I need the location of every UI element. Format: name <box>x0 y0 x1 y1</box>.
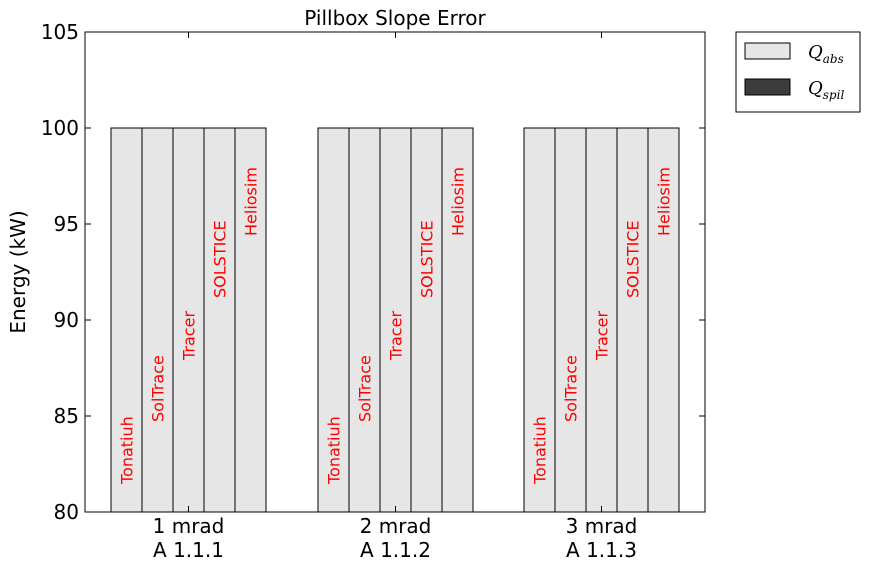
bar-q-abs <box>348 127 381 513</box>
bar-label: Tonatiuh <box>118 416 137 485</box>
legend-label-q-spil: Qspil <box>808 78 844 102</box>
y-tick-label: 85 <box>54 404 79 428</box>
x-tick-label-line2: A 1.1.1 <box>153 538 224 562</box>
bar-label: Tracer <box>180 311 199 361</box>
bar-label: Tonatiuh <box>531 416 550 485</box>
x-tick-label-line1: 1 mrad <box>153 514 225 538</box>
y-tick-label: 100 <box>41 116 79 140</box>
y-axis-label: Energy (kW) <box>6 210 30 333</box>
bar-label: Tonatiuh <box>325 416 344 485</box>
bar-labels-layer: Tonatiuh SolTrace Tracer SOLSTICE Heliosim To… <box>118 167 674 485</box>
bar-q-abs <box>441 127 474 513</box>
x-tick-label-line1: 2 mrad <box>360 514 432 538</box>
bar-label: SOLSTICE <box>624 220 643 298</box>
bar-q-abs <box>616 127 649 513</box>
chart-title: Pillbox Slope Error <box>304 6 486 30</box>
legend: Qabs Qspil <box>735 31 861 113</box>
bar-q-abs <box>203 127 236 513</box>
bar-q-abs <box>110 127 143 513</box>
bar-label: SolTrace <box>562 355 581 422</box>
y-tick-label: 90 <box>54 308 79 332</box>
bars-layer <box>110 127 680 513</box>
y-tick-label: 95 <box>54 212 79 236</box>
bar-label: Tracer <box>593 311 612 361</box>
y-tick-label: 80 <box>54 500 79 524</box>
legend-label-q-abs: Qabs <box>808 42 844 66</box>
x-tick-label-line1: 3 mrad <box>566 514 638 538</box>
x-tick-label-line2: A 1.1.2 <box>360 538 431 562</box>
bar-q-abs <box>554 127 587 513</box>
bar-q-abs <box>317 127 350 513</box>
y-ticks: 80 85 90 95 100 105 <box>41 20 705 524</box>
legend-swatch-q-abs <box>744 42 791 60</box>
bar-q-abs <box>141 127 174 513</box>
bar-q-abs <box>172 127 205 513</box>
bar-label: SOLSTICE <box>211 220 230 298</box>
bar-q-abs <box>379 127 412 513</box>
legend-swatch-q-spil <box>744 78 791 96</box>
bar-label: SOLSTICE <box>418 220 437 298</box>
bar-label: Tracer <box>387 311 406 361</box>
bar-label: SolTrace <box>356 355 375 422</box>
bar-label: Heliosim <box>449 167 468 236</box>
y-tick-label: 105 <box>41 20 79 44</box>
bar-q-abs <box>410 127 443 513</box>
x-tick-label-line2: A 1.1.3 <box>566 538 637 562</box>
bar-label: Heliosim <box>242 167 261 236</box>
bar-label: SolTrace <box>149 355 168 422</box>
bar-label: Heliosim <box>655 167 674 236</box>
